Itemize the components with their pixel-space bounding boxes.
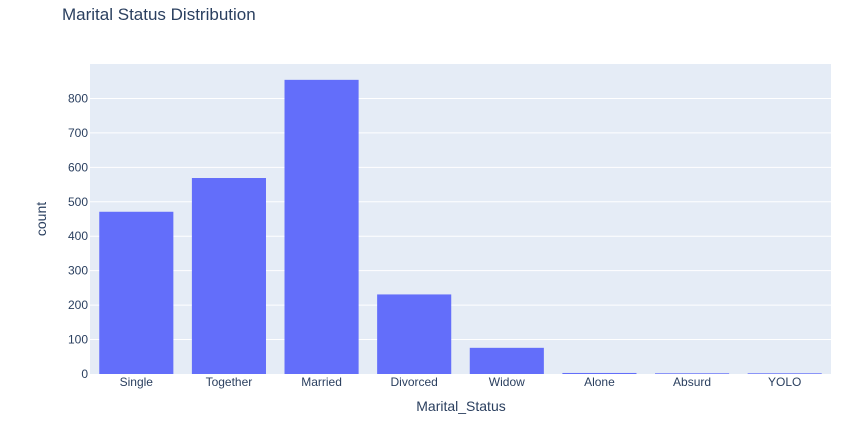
y-tick-label: 300	[68, 264, 88, 278]
x-tick-label: Single	[120, 375, 154, 389]
x-tick-label: Married	[301, 375, 342, 389]
y-tick-label: 800	[68, 91, 88, 105]
y-axis-ticks: 0 100 200 300 400 500 600 700 800	[68, 91, 88, 381]
bar-single[interactable]	[99, 211, 174, 374]
bar-alone[interactable]	[562, 372, 637, 374]
x-tick-label: Widow	[489, 375, 525, 389]
chart-title: Marital Status Distribution	[62, 5, 256, 24]
bar-divorced[interactable]	[377, 294, 452, 374]
y-tick-label: 700	[68, 126, 88, 140]
y-axis-title: count	[33, 202, 49, 236]
bar-married[interactable]	[284, 79, 359, 374]
x-tick-label: Together	[206, 375, 253, 389]
x-tick-label: Divorced	[391, 375, 438, 389]
y-tick-label: 0	[81, 367, 88, 381]
bar-widow[interactable]	[469, 347, 544, 374]
y-tick-label: 200	[68, 298, 88, 312]
y-tick-label: 600	[68, 160, 88, 174]
y-tick-label: 500	[68, 195, 88, 209]
bar-together[interactable]	[191, 178, 266, 374]
y-tick-label: 100	[68, 333, 88, 347]
bar-absurd[interactable]	[655, 373, 730, 374]
x-tick-label: Alone	[584, 375, 615, 389]
x-axis-title: Marital_Status	[416, 398, 505, 414]
x-tick-label: YOLO	[768, 375, 801, 389]
bar-yolo[interactable]	[747, 373, 822, 374]
bars	[99, 79, 822, 374]
x-axis-ticks: Single Together Married Divorced Widow Alone A…	[120, 375, 802, 389]
x-tick-label: Absurd	[673, 375, 711, 389]
y-tick-label: 400	[68, 229, 88, 243]
